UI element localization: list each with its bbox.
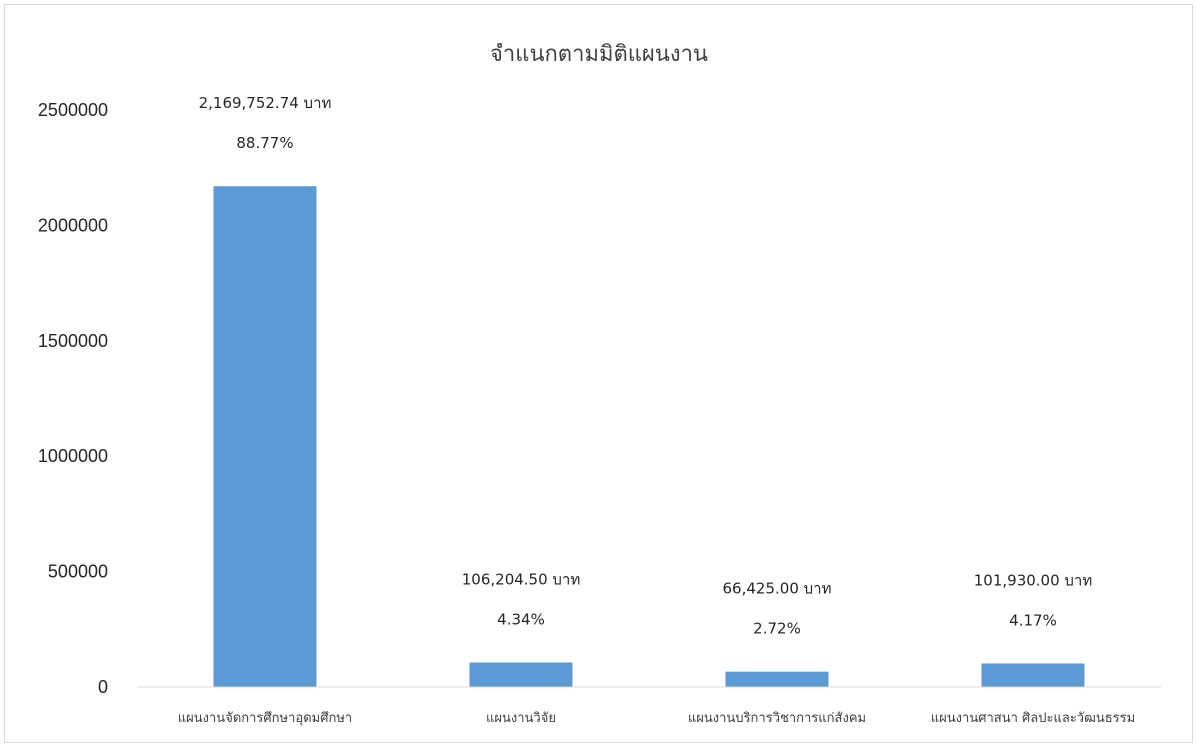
value-label: 2,169,752.74 บาท xyxy=(199,94,332,112)
y-tick-label: 1000000 xyxy=(38,446,108,466)
x-tick-label: แผนงานวิจัย xyxy=(486,711,556,726)
y-tick-label: 2000000 xyxy=(38,215,108,235)
percent-label: 2.72% xyxy=(753,620,801,638)
percent-label: 4.17% xyxy=(1009,611,1057,629)
bar xyxy=(981,663,1085,687)
x-tick-label: แผนงานบริการวิชาการแก่สังคม xyxy=(688,711,866,726)
y-tick-label: 0 xyxy=(98,677,108,697)
bar-chart: จำแนกตามมิติแผนงาน 0 500000 1000000 1500000… xyxy=(38,42,1161,726)
y-tick-label: 2500000 xyxy=(38,100,108,120)
bars xyxy=(213,186,1085,687)
bar xyxy=(725,671,829,687)
data-labels: 2,169,752.74 บาท 88.77% 106,204.50 บาท 4.34… xyxy=(199,94,1093,637)
value-label: 66,425.00 บาท xyxy=(723,580,832,598)
value-label: 101,930.00 บาท xyxy=(974,571,1092,589)
bar xyxy=(469,662,573,687)
bar xyxy=(213,186,317,687)
chart-frame: จำแนกตามมิติแผนงาน 0 500000 1000000 1500000… xyxy=(4,4,1193,743)
x-tick-label: แผนงานศาสนา ศิลปะและวัฒนธรรม xyxy=(931,711,1135,726)
y-tick-label: 500000 xyxy=(48,562,108,582)
x-tick-label: แผนงานจัดการศึกษาอุดมศึกษา xyxy=(178,711,352,726)
y-tick-label: 1500000 xyxy=(38,331,108,351)
percent-label: 4.34% xyxy=(497,610,545,628)
percent-label: 88.77% xyxy=(236,134,293,152)
value-label: 106,204.50 บาท xyxy=(462,570,580,588)
y-axis: 0 500000 1000000 1500000 2000000 2500000 xyxy=(38,100,108,697)
chart-title: จำแนกตามมิติแผนงาน xyxy=(490,42,708,67)
x-axis: แผนงานจัดการศึกษาอุดมศึกษา แผนงานวิจัย แผน… xyxy=(178,711,1135,726)
